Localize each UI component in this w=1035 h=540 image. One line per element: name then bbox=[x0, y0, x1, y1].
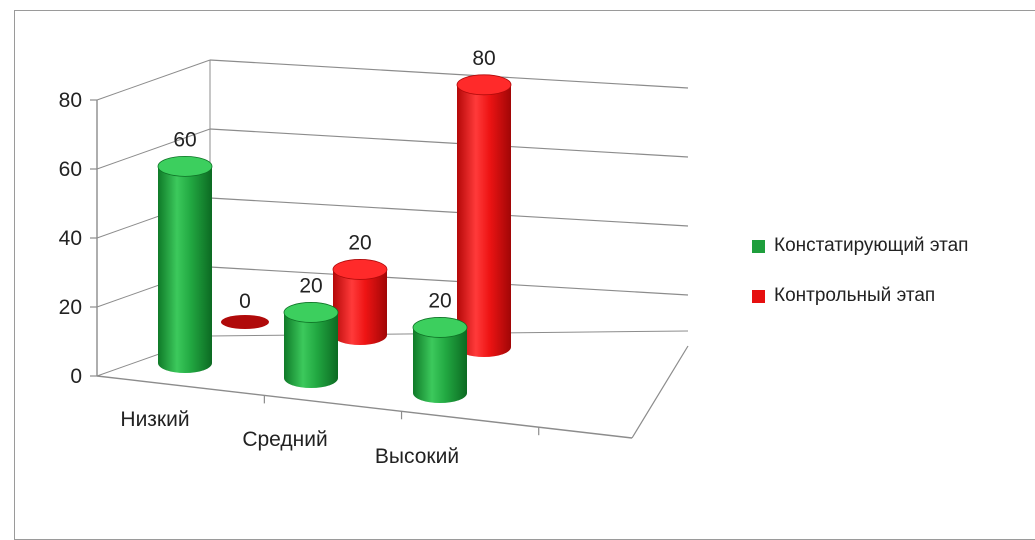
gridline-back-1 bbox=[209, 266, 689, 296]
bar-body-0-0 bbox=[158, 166, 212, 373]
legend-item-series-0: Констатирующий этап bbox=[752, 232, 968, 260]
data-label-2-0: 20 bbox=[428, 289, 451, 312]
data-label-1-0: 20 bbox=[299, 274, 322, 297]
y-tick-label-0: 0 bbox=[70, 365, 82, 388]
gridline-back-4 bbox=[209, 59, 689, 89]
bar-0-0 bbox=[157, 155, 213, 373]
bar-body-1-1 bbox=[333, 269, 387, 345]
chart-gridlines bbox=[96, 59, 689, 377]
bar-1-1 bbox=[332, 259, 388, 345]
bar-top-2-1 bbox=[456, 74, 512, 96]
bar-top-0-0 bbox=[157, 155, 213, 177]
data-label-0-0: 60 bbox=[173, 128, 196, 151]
gridline-back-3 bbox=[209, 128, 689, 158]
bar-1-0 bbox=[283, 302, 339, 388]
x-tick-label-0: Низкий bbox=[120, 408, 189, 431]
legend-item-series-1: Контрольный этап bbox=[752, 282, 968, 310]
chart-data-labels: 0 20 80 60 20 20 bbox=[173, 47, 495, 313]
data-label-1-1: 20 bbox=[348, 231, 371, 254]
legend-swatch-series-1 bbox=[752, 289, 765, 303]
y-axis-ticks: 0 20 40 60 80 bbox=[59, 89, 97, 388]
bar-2-1 bbox=[456, 74, 512, 358]
bar-top-2-0 bbox=[412, 317, 468, 338]
y-tick-label-3: 60 bbox=[59, 158, 82, 181]
y-tick-label-2: 40 bbox=[59, 227, 82, 250]
gridline-side-3 bbox=[96, 128, 211, 170]
chart-plot: 0 20 40 60 80 Низкий Средний Высокий 0 20 80 60 20… bbox=[59, 47, 689, 468]
x-tick-label-2: Высокий bbox=[375, 445, 459, 468]
bar-2-0 bbox=[412, 317, 468, 403]
y-tick-label-1: 20 bbox=[59, 296, 82, 319]
x-axis-labels: Низкий Средний Высокий bbox=[120, 395, 540, 468]
legend-label-series-0: Констатирующий этап bbox=[774, 235, 969, 256]
bar-top-1-0 bbox=[283, 302, 339, 323]
gridline-back-2 bbox=[209, 197, 689, 227]
y-tick-label-4: 80 bbox=[59, 89, 82, 112]
bar-body-2-0 bbox=[413, 327, 467, 403]
bar-top-1-1 bbox=[332, 259, 388, 280]
chart-legend: Констатирующий этап Контрольный этап bbox=[752, 232, 968, 332]
gridline-side-4 bbox=[96, 59, 211, 101]
data-label-2-1: 80 bbox=[472, 47, 495, 70]
bar-body-2-1 bbox=[457, 84, 511, 358]
floor-right-edge bbox=[631, 345, 689, 439]
chart-bars bbox=[157, 74, 512, 403]
bar-0-1 bbox=[221, 315, 269, 329]
data-label-0-1: 0 bbox=[239, 290, 251, 313]
bar-body-1-0 bbox=[284, 312, 338, 388]
bar-top-0-1 bbox=[221, 315, 269, 329]
legend-label-series-1: Контрольный этап bbox=[774, 285, 936, 306]
legend-swatch-series-0 bbox=[752, 239, 765, 253]
x-axis-line bbox=[96, 375, 633, 439]
x-tick-label-1: Средний bbox=[242, 428, 327, 451]
